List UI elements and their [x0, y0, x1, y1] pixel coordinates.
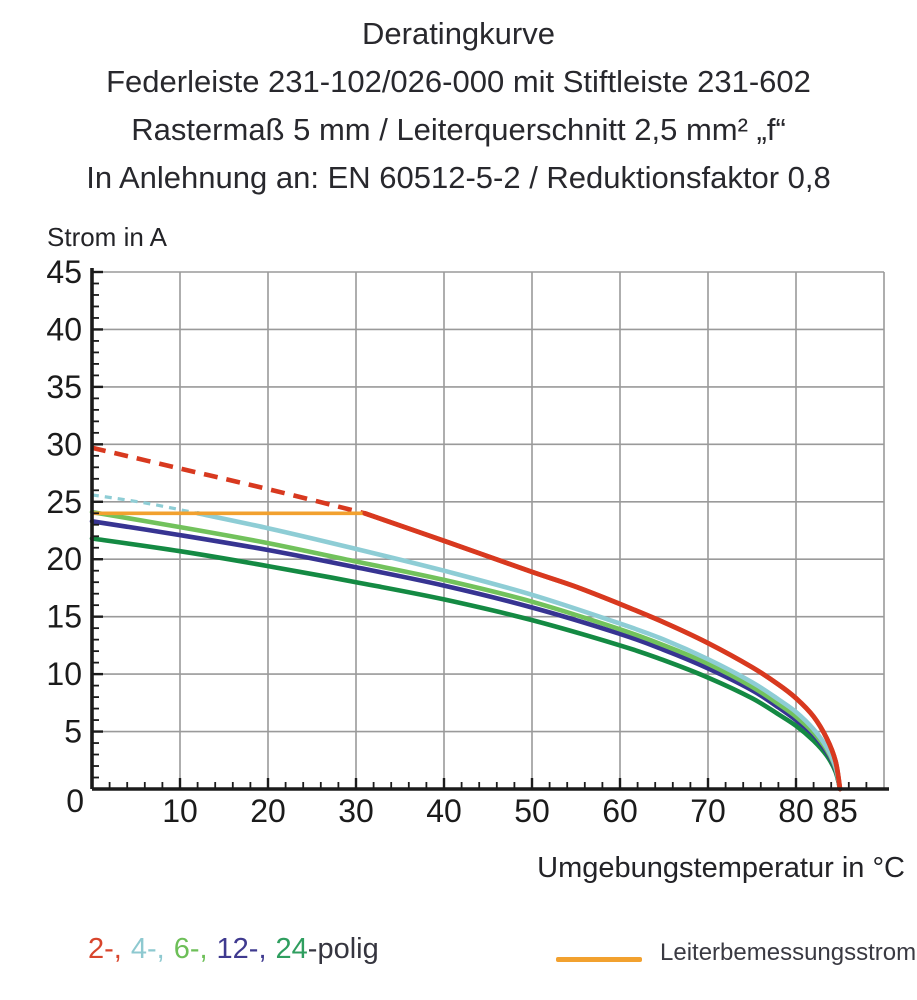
chart-subtitle-norm: In Anlehnung an: EN 60512-5-2 / Reduktio… [86, 160, 831, 195]
series-4-polig-dashed [91, 493, 198, 515]
y-tick-label-15: 15 [46, 599, 82, 635]
poles-legend-suffix: -polig [307, 933, 379, 965]
chart-subtitle-parts: Federleiste 231-102/026-000 mit Stiftlei… [106, 64, 811, 99]
series-4-polig-solid [195, 510, 843, 792]
pole-legend-item: 4-, [130, 933, 165, 965]
x-axis-title: Umgebungstemperatur in °C [537, 852, 905, 884]
series-24-polig-solid [89, 536, 843, 792]
x-tick-label-70: 70 [690, 793, 726, 829]
legend-row: 2-, 4-, 6-, 12-, 24-polig Leiterbemessungsst… [0, 925, 917, 985]
x-tick-label-50: 50 [514, 793, 550, 829]
y-tick-label-25: 25 [46, 484, 82, 520]
y-tick-label-20: 20 [46, 541, 82, 577]
series-2-polig-solid-top [362, 510, 843, 792]
y-tick-label-40: 40 [46, 311, 82, 347]
y-tick-label-45: 45 [46, 254, 82, 290]
x-tick-label-85: 85 [822, 793, 858, 829]
pole-legend-item: 2-, [88, 933, 122, 965]
series-2-polig-dashed [91, 445, 366, 516]
x-tick-label-60: 60 [602, 793, 638, 829]
y-axis-title: Strom in A [47, 222, 167, 252]
y-tick-label-30: 30 [46, 426, 82, 462]
rated-current-label: Leiterbemessungsstrom [660, 939, 917, 966]
pole-legend-item: 24 [275, 933, 308, 965]
origin-label: 0 [66, 783, 84, 819]
poles-legend: 2-, 4-, 6-, 12-, 24-polig [88, 933, 379, 966]
rated-current-swatch [556, 957, 642, 962]
pole-legend-item: 6-, [173, 933, 208, 965]
x-tick-label-30: 30 [338, 793, 374, 829]
x-tick-label-20: 20 [250, 793, 286, 829]
x-tick-label-10: 10 [162, 793, 198, 829]
x-tick-label-80: 80 [778, 793, 814, 829]
y-tick-label-35: 35 [46, 369, 82, 405]
x-tick-label-40: 40 [426, 793, 462, 829]
series-2-polig-solid [362, 510, 843, 792]
chart-title: Deratingkurve [362, 16, 555, 51]
title-block: Deratingkurve Federleiste 231-102/026-00… [0, 10, 917, 202]
pole-legend-item: 12-, [216, 933, 267, 965]
poles-legend-items: 2-, 4-, 6-, 12-, 24 [88, 933, 308, 965]
derating-chart: 10 20 30 40 50 60 70 80 85 5 10 15 20 25 30 35 40 45 0 [46, 254, 889, 829]
y-tick-label-10: 10 [46, 656, 82, 692]
chart-subtitle-spec: Rastermaß 5 mm / Leiterquerschnitt 2,5 m… [131, 112, 786, 147]
y-tick-label-5: 5 [64, 714, 82, 750]
